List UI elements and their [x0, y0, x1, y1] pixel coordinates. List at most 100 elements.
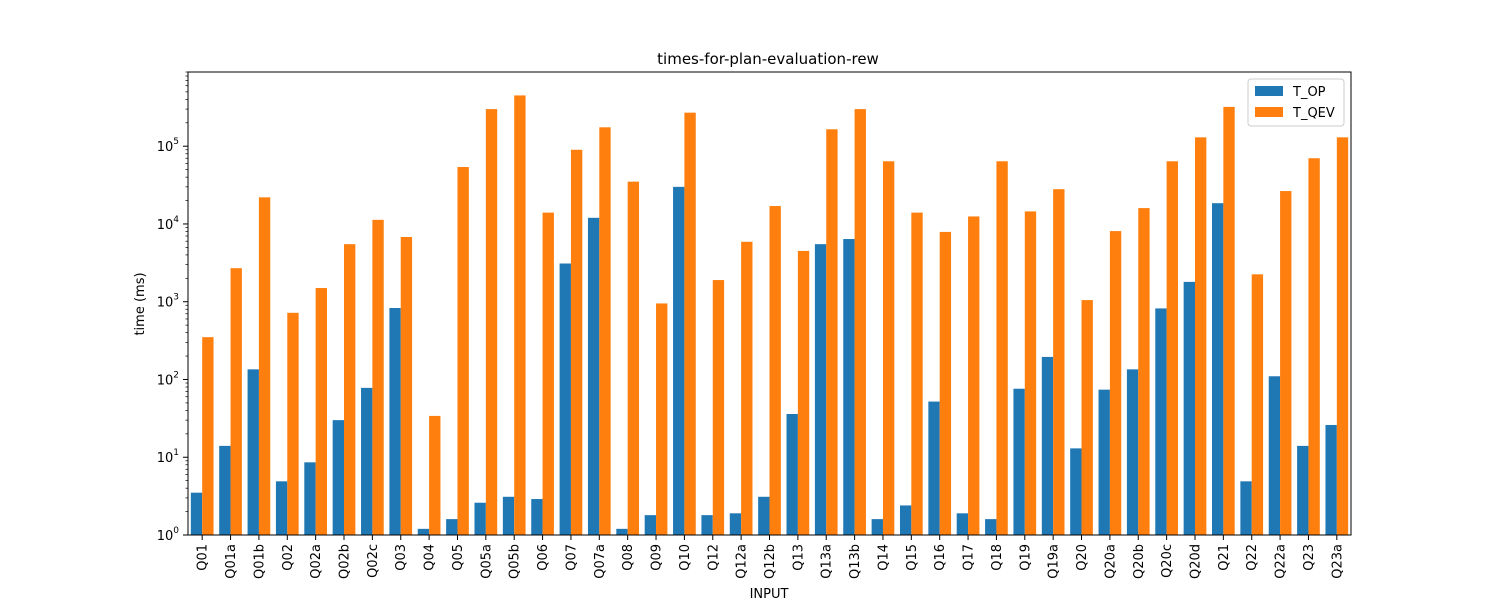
bar-t-op-q02a [304, 462, 316, 535]
bar-t-op-q21 [1212, 203, 1224, 535]
x-tick-label: Q14 [876, 544, 891, 571]
x-tick-label: Q01a [224, 544, 239, 579]
bar-t-op-q20b [1126, 369, 1139, 535]
x-axis: Q01 Q01a Q01b Q02 Q02a Q02b Q02c Q03 Q04 Q05 Q05a Q… [196, 535, 1345, 579]
bar-t-qev-q20 [1081, 300, 1093, 535]
bar-t-qev-q03 [400, 236, 413, 536]
y-tick-label: 100 [157, 526, 180, 544]
bar-t-qev-q19a [1053, 189, 1065, 535]
bars-group [190, 95, 1349, 536]
bar-t-op-q12a [729, 513, 742, 535]
bar-t-qev-q13b [854, 109, 866, 535]
bar-t-qev-q22a [1280, 191, 1292, 536]
bar-t-qev-q05b [514, 95, 526, 535]
bar-t-qev-q01b [258, 197, 271, 535]
x-tick-label: Q15 [905, 544, 920, 571]
bar-t-qev-q02a [315, 288, 327, 535]
x-tick-label: Q02a [309, 544, 324, 579]
bar-t-op-q19 [1013, 388, 1025, 535]
x-tick-label: Q21 [1217, 544, 1232, 571]
bar-t-qev-q05 [457, 167, 469, 535]
bar-t-op-q02b [332, 420, 345, 535]
bar-t-op-q22a [1268, 376, 1281, 535]
x-tick-label: Q07a [593, 544, 608, 579]
bar-t-qev-q10 [684, 112, 696, 535]
x-tick-label: Q03 [394, 544, 409, 571]
x-tick-label: Q09 [650, 544, 665, 571]
bar-t-qev-q18 [996, 161, 1008, 535]
bar-t-op-q17 [956, 513, 969, 535]
bar-t-qev-q23a [1336, 137, 1349, 535]
x-tick-label: Q19a [1047, 544, 1062, 579]
bar-t-op-q20c [1155, 308, 1167, 535]
bar-t-op-q18 [985, 519, 997, 535]
bar-t-op-q20 [1070, 448, 1082, 535]
bar-t-op-q20a [1098, 389, 1110, 535]
bar-t-op-q13 [786, 413, 798, 535]
bar-t-op-q13b [843, 239, 855, 535]
bar-t-qev-q22 [1251, 274, 1264, 535]
bar-t-qev-q19 [1024, 211, 1037, 535]
bar-t-op-q05b [502, 496, 515, 535]
x-tick-label: Q01b [252, 544, 267, 579]
x-tick-label: Q06 [536, 544, 551, 571]
x-tick-label: Q07 [564, 544, 579, 571]
x-tick-label: Q02c [366, 544, 381, 578]
bar-t-qev-q15 [911, 212, 923, 535]
bar-t-op-q12b [758, 496, 770, 535]
bar-t-qev-q12b [769, 206, 781, 536]
x-tick-label: Q02 [281, 544, 296, 571]
x-tick-label: Q04 [423, 544, 438, 571]
bar-t-qev-q20c [1166, 161, 1178, 535]
legend-swatch-t-op [1255, 86, 1283, 96]
x-tick-label: Q20b [1132, 544, 1147, 579]
x-tick-label: Q20d [1188, 544, 1203, 579]
bar-t-qev-q02 [287, 312, 299, 535]
bar-t-op-q23 [1297, 445, 1309, 535]
legend: T_OP T_QEV [1247, 78, 1345, 127]
bar-t-op-q09 [644, 515, 657, 535]
chart-title: times-for-plan-evaluation-rew [657, 50, 879, 68]
bar-t-qev-q20a [1109, 231, 1122, 535]
y-tick-label: 102 [157, 370, 179, 388]
x-tick-label: Q13a [820, 544, 835, 579]
bar-t-qev-q16 [939, 231, 952, 536]
x-tick-label: Q22a [1274, 544, 1289, 579]
x-tick-label: Q18 [990, 544, 1005, 571]
x-tick-label: Q01 [196, 544, 211, 571]
x-tick-label: Q23a [1330, 544, 1345, 579]
bar-t-qev-q01 [202, 337, 214, 535]
x-tick-label: Q16 [933, 544, 948, 571]
bar-t-op-q04 [417, 528, 430, 535]
x-tick-label: Q12b [763, 544, 778, 579]
legend-label-t-qev: T_QEV [1292, 106, 1335, 121]
bar-t-op-q10 [673, 186, 685, 536]
bar-t-op-q20d [1183, 281, 1195, 535]
bar-t-qev-q13 [797, 250, 810, 535]
bar-t-qev-q02b [344, 244, 356, 535]
bar-t-qev-q05a [485, 109, 498, 535]
bar-t-qev-q08 [627, 181, 640, 535]
bar-t-qev-q02c [372, 219, 384, 535]
bar-t-qev-q17 [968, 216, 980, 535]
y-tick-label: 103 [157, 293, 179, 311]
bar-t-qev-q06 [542, 212, 554, 535]
x-tick-label: Q12a [735, 544, 750, 579]
bar-t-op-q03 [389, 308, 401, 535]
bar-t-qev-q04 [429, 415, 441, 535]
x-tick-label: Q13 [791, 544, 806, 571]
bar-t-op-q16 [928, 401, 940, 535]
bar-t-op-q15 [899, 505, 912, 535]
x-tick-label: Q20a [1103, 544, 1118, 579]
x-tick-label: Q05b [508, 544, 523, 579]
bar-t-qev-q01a [230, 268, 242, 535]
legend-label-t-op: T_OP [1292, 85, 1326, 100]
bar-t-op-q23a [1325, 424, 1337, 535]
bar-t-op-q08 [616, 528, 628, 535]
bar-t-op-q13a [814, 244, 827, 535]
bar-t-qev-q14 [882, 161, 895, 535]
bar-t-op-q01a [219, 445, 231, 535]
x-tick-label: Q20 [1075, 544, 1090, 571]
y-tick-label: 101 [157, 448, 179, 466]
x-tick-label: Q17 [962, 544, 977, 571]
